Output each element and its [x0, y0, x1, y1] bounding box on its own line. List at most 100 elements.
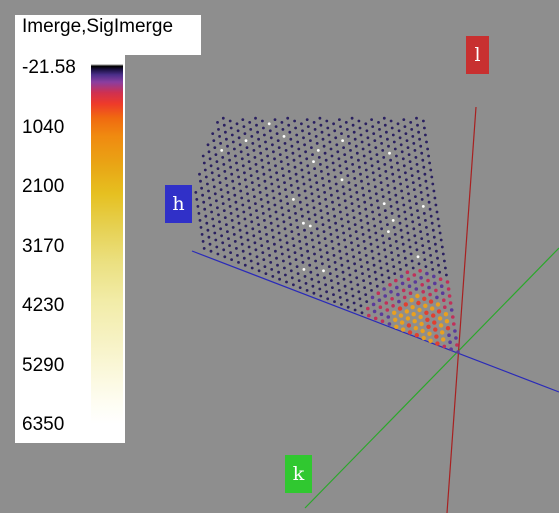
- reflection-point: [403, 256, 407, 260]
- reflection-point: [355, 151, 359, 155]
- reflection-point: [213, 192, 217, 196]
- reflection-point: [310, 231, 313, 235]
- reflection-point: [432, 235, 436, 239]
- reflection-point: [340, 303, 343, 306]
- reflection-point: [401, 242, 405, 246]
- reflection-point: [376, 199, 379, 203]
- reflection-point: [261, 212, 265, 215]
- reflection-point: [438, 277, 443, 282]
- reflection-point: [318, 202, 322, 206]
- reflection-point: [277, 185, 281, 189]
- reflection-point: [195, 198, 199, 201]
- reflection-point: [365, 129, 369, 133]
- reflection-point: [202, 161, 206, 165]
- reflection-point: [355, 237, 359, 241]
- reflection-point: [345, 298, 349, 302]
- reflection-point: [420, 151, 424, 155]
- reflection-point: [356, 283, 360, 287]
- reflection-point: [269, 261, 273, 264]
- reflection-point: [352, 216, 356, 220]
- reflection-point: [414, 195, 417, 199]
- reflection-point: [373, 139, 377, 143]
- reflection-point: [207, 189, 210, 193]
- reflection-point: [330, 193, 333, 197]
- reflection-point: [409, 298, 414, 303]
- reflection-point: [299, 161, 303, 165]
- reflection-point: [315, 227, 319, 231]
- reflection-point: [261, 119, 264, 123]
- reflection-point: [329, 147, 333, 151]
- reflection-point: [305, 118, 309, 121]
- reflection-point: [293, 165, 297, 169]
- reflection-point: [288, 130, 292, 134]
- reflection-point: [296, 226, 299, 229]
- reflection-point: [446, 287, 451, 291]
- reflection-point: [456, 350, 460, 354]
- reflection-point: [343, 284, 347, 288]
- reflection-point: [345, 127, 349, 131]
- reflection-point: [341, 185, 345, 189]
- reflection-point: [266, 200, 270, 204]
- reflection-point: [407, 238, 411, 242]
- reflection-point: [418, 269, 422, 273]
- reflection-point: [349, 195, 353, 199]
- reflection-point: [372, 309, 377, 314]
- reflection-point: [271, 275, 275, 278]
- reflection-point: [377, 121, 380, 124]
- reflection-point: [411, 312, 416, 317]
- reflection-point: [311, 238, 314, 242]
- reflection-point: [316, 149, 320, 152]
- reflection-point: [415, 248, 419, 252]
- reflection-point: [305, 289, 309, 292]
- reflection-point: [417, 307, 422, 313]
- reflection-point: [402, 164, 406, 168]
- reflection-point: [382, 241, 386, 245]
- reflection-point: [313, 213, 317, 217]
- reflection-point: [285, 195, 288, 199]
- reflection-point: [238, 228, 242, 232]
- reflection-point: [251, 227, 255, 231]
- legend-tick: 1040: [22, 117, 65, 138]
- reflection-point: [368, 275, 371, 278]
- reflection-point: [297, 147, 301, 151]
- reflection-point: [394, 278, 398, 283]
- reflection-point: [305, 157, 309, 161]
- reflection-point: [391, 133, 395, 137]
- reflection-point: [232, 233, 236, 236]
- reflection-point: [316, 234, 320, 238]
- reflection-point: [329, 233, 333, 236]
- reflection-point: [370, 118, 373, 121]
- reflection-point-cloud[interactable]: [194, 116, 460, 354]
- reflection-point: [343, 238, 346, 242]
- reflection-point: [211, 178, 215, 182]
- reflection-point: [242, 256, 246, 260]
- reflection-point: [377, 167, 381, 171]
- reflection-point: [435, 295, 439, 300]
- legend-tick: 6350: [22, 414, 65, 435]
- reflection-point: [250, 220, 254, 224]
- reflection-point: [299, 207, 303, 211]
- reflection-point: [342, 192, 346, 196]
- reflection-point: [245, 146, 249, 150]
- reflection-point: [335, 275, 339, 278]
- reflection-point: [294, 212, 297, 215]
- reflection-point: [210, 171, 214, 175]
- reflection-point: [364, 207, 368, 211]
- reflection-point: [241, 203, 245, 207]
- reflection-point: [341, 270, 345, 274]
- reflection-point: [365, 175, 369, 179]
- reflection-point: [428, 161, 431, 165]
- reflection-point: [282, 135, 286, 138]
- reflection-point: [327, 219, 331, 222]
- reflection-point: [436, 309, 442, 314]
- reflection-point: [346, 220, 350, 224]
- reflection-point: [256, 216, 259, 220]
- reflection-point: [295, 219, 298, 222]
- reflection-point: [212, 224, 216, 228]
- reflection-point: [198, 219, 202, 222]
- reflection-point: [354, 230, 358, 234]
- reflection-point: [194, 191, 198, 194]
- reflection-point: [442, 344, 447, 349]
- reflection-point: [365, 261, 369, 264]
